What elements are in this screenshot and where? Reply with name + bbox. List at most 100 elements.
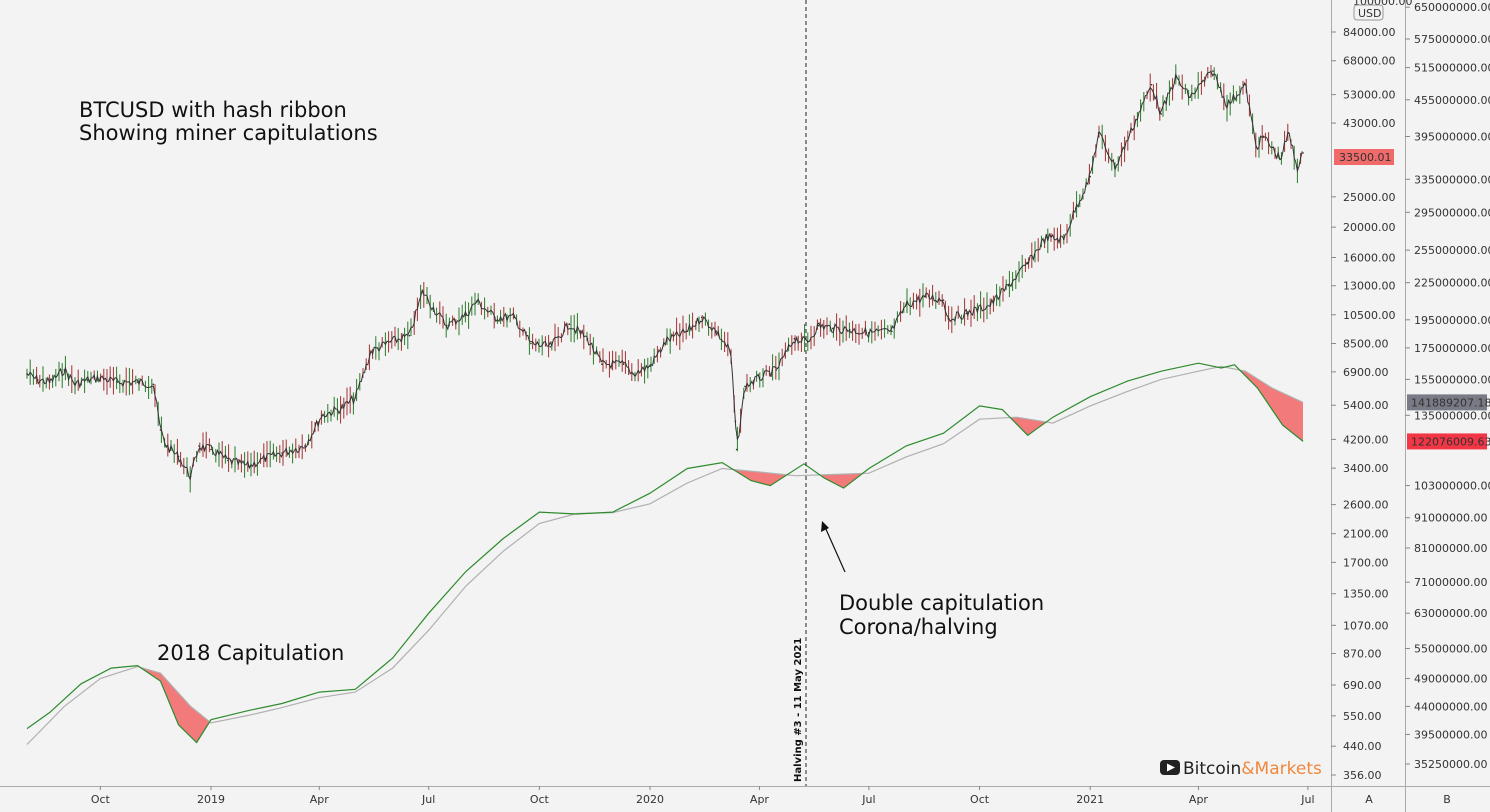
price-point <box>848 329 851 331</box>
hash-tick-label: 225000000.00 <box>1414 277 1490 290</box>
axis-auto-label-b[interactable]: B <box>1443 793 1451 806</box>
hash-ma-slow-tag <box>1407 433 1487 450</box>
hash-tick-label: 155000000.00 <box>1414 373 1490 386</box>
hash-tick-label: 335000000.00 <box>1414 173 1490 186</box>
price-tick-label: 690.00 <box>1343 679 1382 692</box>
price-point <box>37 379 39 381</box>
price-point <box>806 341 809 343</box>
price-tick-label: 84000.00 <box>1343 26 1396 39</box>
price-point <box>832 327 834 330</box>
chart-title-line1: BTCUSD with hash ribbon <box>79 98 347 122</box>
price-point <box>370 351 372 353</box>
double-capitulation-line2: Corona/halving <box>839 615 998 639</box>
hash-tick-label: 49000000.00 <box>1414 672 1487 685</box>
capitulation-area <box>1011 417 1046 436</box>
price-tick-label: 13000.00 <box>1343 280 1396 293</box>
price-point <box>530 342 532 345</box>
price-tick-label-top: 100000.00 <box>1353 0 1413 8</box>
price-point <box>947 317 950 320</box>
hash-tick-label: 103000000.00 <box>1414 480 1490 493</box>
price-point <box>408 334 411 337</box>
price-tick-label: 43000.00 <box>1343 117 1396 130</box>
price-point <box>891 330 893 333</box>
price-point <box>1287 132 1290 134</box>
price-point <box>49 381 51 383</box>
price-point <box>549 346 551 348</box>
price-point <box>775 369 778 371</box>
price-point <box>341 407 343 409</box>
price-point <box>1244 83 1247 86</box>
plot-area[interactable] <box>26 0 1304 786</box>
price-tick-label: 16000.00 <box>1343 252 1396 265</box>
price-point <box>744 385 746 388</box>
capitulation-area <box>1241 370 1303 442</box>
price-point <box>86 379 88 381</box>
annotations: BTCUSD with hash ribbon Showing miner ca… <box>79 98 1044 782</box>
price-point <box>159 429 162 431</box>
price-point <box>494 316 496 319</box>
price-tick-label: 356.00 <box>1343 769 1382 782</box>
price-point <box>601 363 603 366</box>
time-tick-label: Apr <box>750 793 770 806</box>
price-point <box>1150 83 1153 86</box>
price-point <box>1279 158 1281 160</box>
price-tick-label: 550.00 <box>1343 710 1382 723</box>
halving-label: Halving #3 - 11 May 2021 <box>793 638 804 782</box>
currency-badge[interactable] <box>1353 4 1384 21</box>
price-point <box>924 295 927 298</box>
time-tick-label: Oct <box>91 793 111 806</box>
price-tick-label: 68000.00 <box>1343 55 1396 68</box>
price-point <box>1255 146 1257 148</box>
hash-tick-label: 44000000.00 <box>1414 700 1487 713</box>
price-point <box>1262 135 1265 138</box>
price-point <box>586 338 589 340</box>
price-point <box>264 457 266 460</box>
price-point <box>1296 166 1298 169</box>
price-point <box>1044 237 1047 239</box>
hash-tick-label: 295000000.00 <box>1414 206 1490 219</box>
capitulation-area <box>141 667 209 742</box>
price-point <box>1114 166 1117 169</box>
price-tick-label: 440.00 <box>1343 740 1382 753</box>
time-tick-label: Jul <box>1300 793 1314 806</box>
price-point <box>152 383 155 386</box>
price-tick-label: 20000.00 <box>1343 221 1396 234</box>
price-point <box>389 341 392 343</box>
price-point <box>177 455 180 458</box>
price-point <box>758 377 761 379</box>
hash-tick-label: 63000000.00 <box>1414 607 1487 620</box>
price-tick-label: 870.00 <box>1343 647 1382 660</box>
price-point <box>63 369 66 371</box>
price-point <box>715 330 717 333</box>
price-point <box>1212 70 1214 72</box>
price-point <box>354 397 357 399</box>
price-point <box>1062 238 1065 240</box>
axis-auto-label-a[interactable]: A <box>1365 793 1373 806</box>
last-price-label: 33500.01 <box>1339 151 1392 164</box>
price-point <box>1007 284 1010 287</box>
price-point <box>1089 175 1091 178</box>
hash-tick-label: 575000000.00 <box>1414 33 1490 46</box>
time-axis[interactable]: Oct 2019 Apr Jul Oct 2020 Apr Jul Oct 2021 Apr Jul A… <box>0 786 1490 806</box>
price-point <box>165 445 168 447</box>
chart-title-line2: Showing miner capitulations <box>79 121 378 145</box>
hash-tick-label: 195000000.00 <box>1414 314 1490 327</box>
price-point <box>632 373 634 375</box>
price-tick-label: 10500.00 <box>1343 309 1396 322</box>
price-tick-label: 53000.00 <box>1343 89 1396 102</box>
price-tick-label: 6900.00 <box>1343 366 1389 379</box>
hash-tick-label: 39500000.00 <box>1414 728 1487 741</box>
currency-label: USD <box>1358 7 1382 20</box>
price-point <box>445 324 448 327</box>
price-point <box>905 304 907 306</box>
hash-tick-label: 455000000.00 <box>1414 94 1490 107</box>
price-point <box>189 475 192 478</box>
price-point <box>868 332 870 334</box>
hash-tick-label: 255000000.00 <box>1414 244 1490 257</box>
price-point <box>116 381 118 383</box>
price-line <box>26 70 1303 481</box>
arrow-head <box>821 521 829 532</box>
hash-axis[interactable]: 650000000.00 575000000.00 515000000.00 4550… <box>1405 0 1490 812</box>
watermark-text: Bitcoin&Markets <box>1183 759 1322 779</box>
